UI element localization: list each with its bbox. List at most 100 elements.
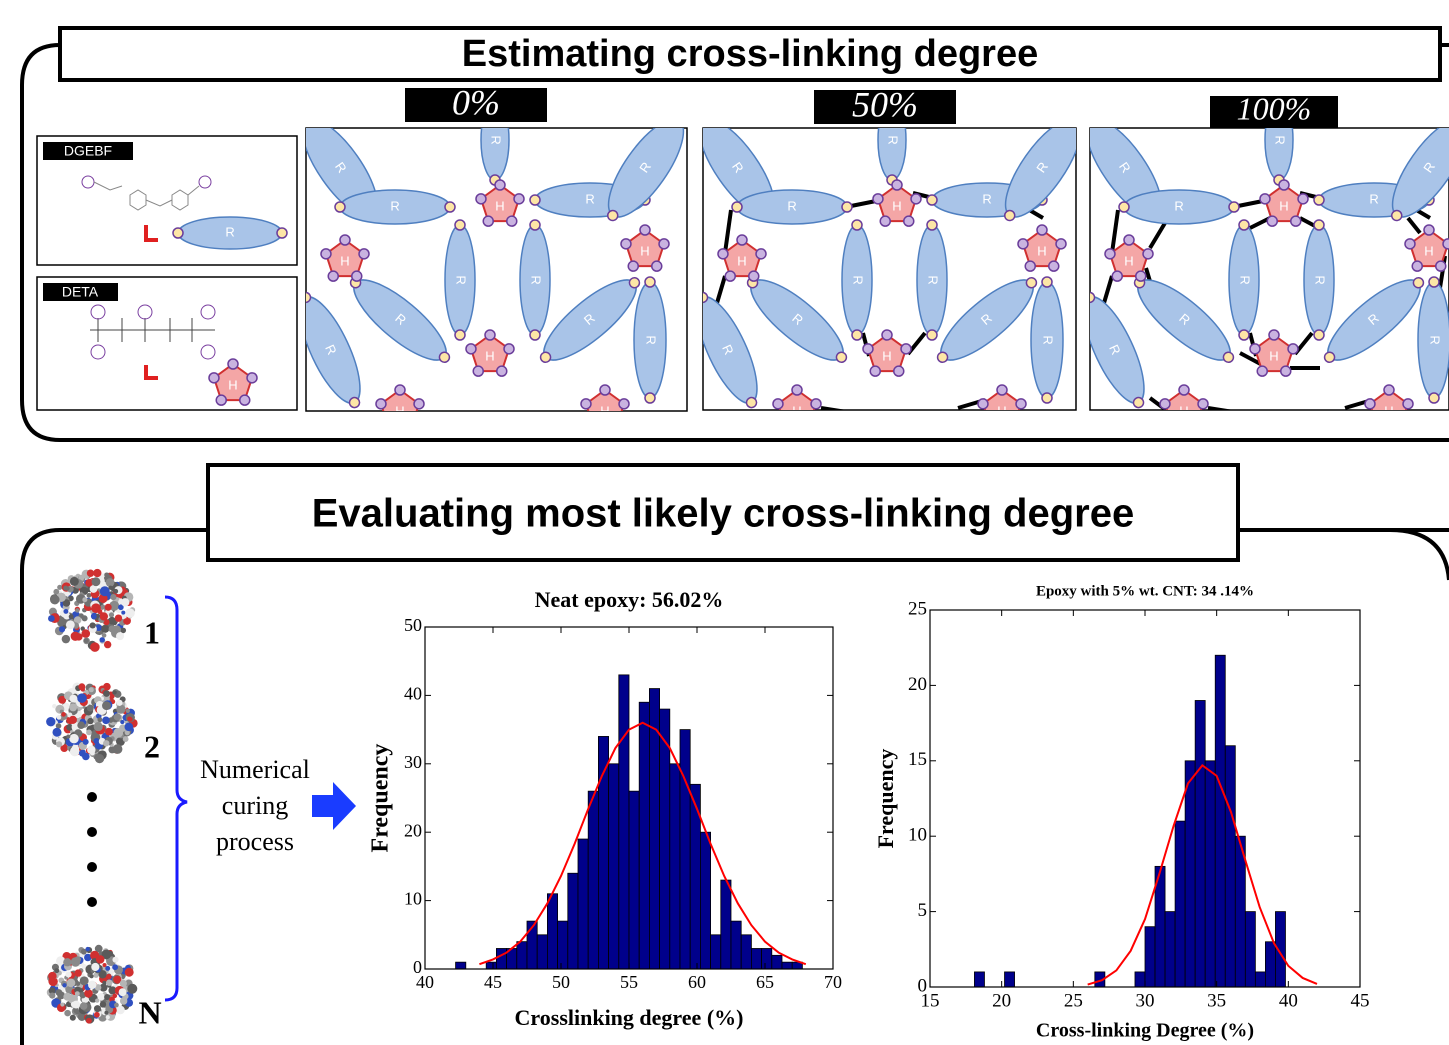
- atom: [74, 969, 82, 977]
- atom: [102, 980, 107, 985]
- bar: [974, 971, 985, 988]
- replica-label: 1: [144, 614, 160, 650]
- hardener-site: [658, 238, 670, 250]
- atom: [58, 695, 67, 704]
- atom: [93, 738, 100, 745]
- x-tick-label: 30: [1136, 990, 1155, 1011]
- fit-curve: [479, 721, 807, 966]
- resin: R: [703, 291, 758, 409]
- resin-symbol: R: [851, 275, 866, 284]
- resin-end: [334, 201, 346, 213]
- atom: [103, 640, 112, 649]
- atom: [61, 634, 71, 644]
- bar: [1174, 820, 1186, 988]
- x-tick-label: 45: [1351, 990, 1370, 1011]
- atom: [127, 716, 132, 722]
- hardener-site: [475, 193, 487, 205]
- bar: [1134, 971, 1146, 988]
- molecule-tag: [43, 142, 133, 160]
- hardener-symbol: H: [1179, 403, 1188, 418]
- resin-end: [444, 201, 456, 213]
- hardener-site: [627, 260, 639, 272]
- resin: R: [606, 128, 685, 222]
- hardener-site: [810, 398, 822, 410]
- atom: [89, 622, 96, 629]
- hardener-site: [1159, 398, 1171, 410]
- replica-label: N: [138, 994, 161, 1030]
- hardener-symbol: H: [1037, 243, 1046, 258]
- y-tick-label: 50: [404, 615, 422, 635]
- atom: [90, 642, 100, 652]
- x-tick-label: 45: [484, 972, 502, 992]
- hardener-site: [320, 248, 332, 260]
- resin-symbol: R: [926, 275, 941, 284]
- hardener-site: [1055, 238, 1067, 250]
- resin-symbol: R: [1238, 275, 1253, 284]
- hardener-site: [1178, 384, 1190, 396]
- bar: [485, 961, 497, 970]
- resin-end: [1118, 201, 1130, 213]
- molecule-name: DGEBF: [64, 143, 112, 159]
- resin: R: [519, 219, 551, 341]
- bar: [1214, 654, 1226, 988]
- atom: [48, 615, 55, 622]
- chart-title: Epoxy with 5% wt. CNT: 34 .14%: [1036, 583, 1254, 599]
- atom: [68, 614, 74, 620]
- hardener-site: [985, 421, 995, 431]
- atom: [108, 625, 116, 633]
- process-arrow: [312, 782, 356, 830]
- hardener-symbol: H: [395, 403, 404, 418]
- atom: [112, 690, 117, 695]
- y-tick-label: 25: [908, 598, 927, 619]
- resin: R: [306, 291, 361, 409]
- hardener-site: [506, 215, 518, 227]
- hardener-site: [977, 398, 989, 410]
- bar: [710, 934, 722, 970]
- resin-symbol: R: [886, 135, 901, 144]
- resin-symbol: R: [454, 275, 469, 284]
- degree-label: 0%: [452, 82, 500, 122]
- atom: [108, 585, 113, 590]
- atom: [122, 736, 129, 742]
- atom: [69, 703, 78, 712]
- hardener-site: [612, 421, 622, 431]
- resin-symbol: R: [1369, 191, 1378, 206]
- atom: [58, 626, 66, 633]
- resin-end: [851, 219, 863, 231]
- atom: [91, 962, 100, 972]
- resin-end: [1323, 351, 1336, 364]
- atom: [99, 586, 110, 597]
- hardener-site: [872, 193, 884, 205]
- atom: [53, 588, 60, 595]
- hardener-site: [1024, 260, 1036, 272]
- ellipsis-dots: [87, 792, 97, 907]
- x-tick-label: 50: [552, 972, 570, 992]
- molecular-model: [48, 568, 136, 652]
- y-tick-label: 0: [413, 957, 422, 977]
- crosslink: [1102, 275, 1114, 304]
- hardener-site: [327, 270, 339, 282]
- atom: [116, 704, 126, 714]
- hardener-site: [651, 260, 663, 272]
- hardener-site: [394, 384, 406, 396]
- resin: R: [841, 219, 873, 341]
- hardener-site: [1015, 398, 1027, 410]
- resin: R: [936, 276, 1038, 364]
- resin-end: [731, 201, 743, 213]
- atom: [79, 976, 89, 986]
- bar: [659, 708, 671, 970]
- atom: [82, 752, 90, 761]
- hardener-site: [639, 224, 651, 236]
- hardener-site: [503, 343, 515, 355]
- hardener-site: [580, 398, 592, 410]
- atom: [81, 629, 91, 638]
- hardener-site: [494, 179, 506, 191]
- atom: [62, 599, 71, 607]
- hardener-site: [1036, 224, 1048, 236]
- dgebf-structure: [81, 175, 212, 211]
- hardener-site: [1364, 398, 1376, 410]
- hardener-site: [1249, 343, 1261, 355]
- process-label: Numerical curing process: [200, 755, 310, 856]
